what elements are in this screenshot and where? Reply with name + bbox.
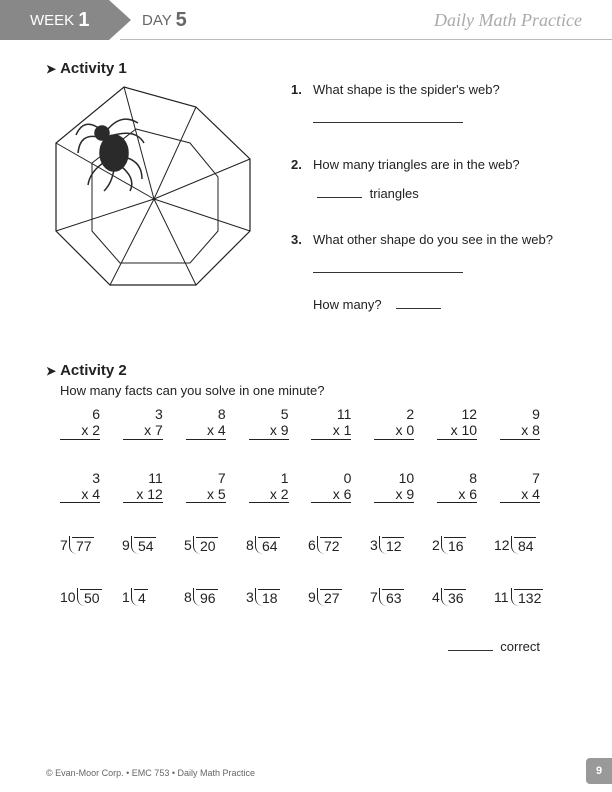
day-number: 5 [176, 9, 187, 31]
question-2: 2. How many triangles are in the web? tr… [291, 156, 566, 202]
activity-1-body: 1. What shape is the spider's web? 2. Ho… [46, 81, 566, 324]
division-problem: 312 [370, 533, 416, 555]
multiplication-problem: 8x 6 [437, 470, 477, 503]
problem-row: 1050 14 896 318 927 763 436 11132 [60, 585, 540, 607]
answer-suffix: triangles [370, 186, 419, 201]
spider-web-diagram [46, 81, 261, 301]
page-header: WEEK 1 DAY 5 Daily Math Practice [0, 0, 612, 40]
multiplication-problem: 7x 4 [500, 470, 540, 503]
multiplication-problem: 3x 4 [60, 470, 100, 503]
division-problem: 436 [432, 585, 478, 607]
followup-text: How many? [313, 297, 382, 312]
multiplication-problem: 3x 7 [123, 406, 163, 439]
division-problem: 216 [432, 533, 478, 555]
answer-blank[interactable] [448, 639, 493, 651]
page-title: Daily Math Practice [434, 0, 582, 40]
arrow-icon: ➤ [46, 364, 56, 378]
answer-blank[interactable] [317, 186, 362, 198]
problem-row: 3x 4 11x 12 7x 5 1x 2 0x 6 10x 9 8x 6 7x 4 [60, 470, 540, 503]
question-text: What other shape do you see in the web? [313, 231, 553, 249]
multiplication-problem: 0x 6 [311, 470, 351, 503]
week-label: WEEK [30, 12, 74, 29]
division-problem: 520 [184, 533, 230, 555]
multiplication-problem: 1x 2 [249, 470, 289, 503]
answer-blank[interactable] [313, 109, 463, 123]
division-problem: 777 [60, 533, 106, 555]
problems-grid: 6x 2 3x 7 8x 4 5x 9 11x 1 2x 0 12x 10 9x 8 3x 4 1… [46, 406, 566, 606]
division-problem: 896 [184, 585, 230, 607]
answer-blank[interactable] [313, 259, 463, 273]
activity-1-title: ➤Activity 1 [46, 60, 566, 77]
content: ➤Activity 1 [0, 60, 612, 654]
problem-row: 777 954 520 864 672 312 216 1284 [60, 533, 540, 555]
division-problem: 11132 [494, 585, 540, 607]
division-problem: 318 [246, 585, 292, 607]
activity-2-title: ➤Activity 2 [46, 362, 566, 379]
correct-line: correct [46, 639, 540, 654]
correct-label: correct [500, 639, 540, 654]
division-problem: 927 [308, 585, 354, 607]
multiplication-problem: 2x 0 [374, 406, 414, 439]
multiplication-problem: 9x 8 [500, 406, 540, 439]
arrow-icon: ➤ [46, 62, 56, 76]
division-problem: 14 [122, 585, 168, 607]
activity-1-questions: 1. What shape is the spider's web? 2. Ho… [291, 81, 566, 324]
multiplication-problem: 11x 1 [311, 406, 351, 439]
division-problem: 672 [308, 533, 354, 555]
page-number-tab: 9 [586, 758, 612, 784]
answer-blank[interactable] [396, 297, 441, 309]
week-tab: WEEK 1 [0, 0, 109, 40]
footer-text: © Evan-Moor Corp. • EMC 753 • Daily Math… [46, 768, 612, 778]
multiplication-problem: 5x 9 [249, 406, 289, 439]
multiplication-problem: 7x 5 [186, 470, 226, 503]
question-text: What shape is the spider's web? [313, 81, 500, 99]
multiplication-problem: 11x 12 [123, 470, 163, 503]
problem-row: 6x 2 3x 7 8x 4 5x 9 11x 1 2x 0 12x 10 9x 8 [60, 406, 540, 439]
question-text: How many triangles are in the web? [313, 156, 520, 174]
division-problem: 1050 [60, 585, 106, 607]
division-problem: 954 [122, 533, 168, 555]
multiplication-problem: 8x 4 [186, 406, 226, 439]
activity-2-prompt: How many facts can you solve in one minu… [60, 383, 566, 398]
day-label: DAY [142, 12, 171, 29]
day-label-block: DAY 5 [142, 0, 187, 40]
division-problem: 864 [246, 533, 292, 555]
header-rule [120, 39, 612, 40]
question-3: 3. What other shape do you see in the we… [291, 231, 566, 315]
multiplication-problem: 10x 9 [374, 470, 414, 503]
multiplication-problem: 12x 10 [437, 406, 477, 439]
question-1: 1. What shape is the spider's web? [291, 81, 566, 128]
week-number: 1 [78, 9, 89, 31]
multiplication-problem: 6x 2 [60, 406, 100, 439]
division-problem: 763 [370, 585, 416, 607]
division-problem: 1284 [494, 533, 540, 555]
